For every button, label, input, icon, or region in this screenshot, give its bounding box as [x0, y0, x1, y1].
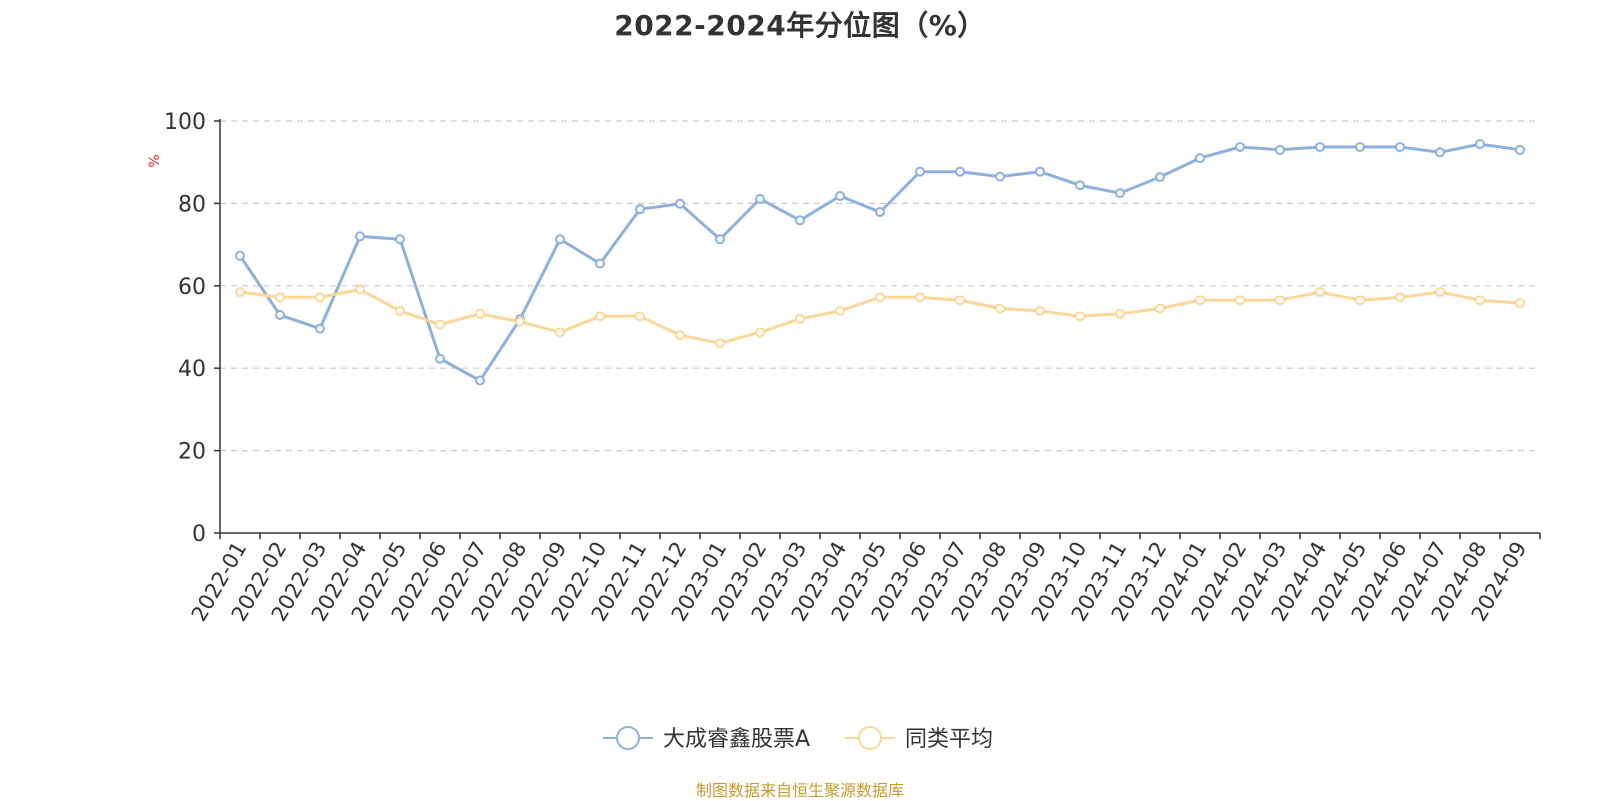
- data-point[interactable]: [1315, 141, 1325, 152]
- data-point[interactable]: [1155, 303, 1165, 314]
- data-point[interactable]: [755, 327, 765, 338]
- data-point[interactable]: [835, 190, 845, 201]
- data-point[interactable]: [1115, 308, 1125, 319]
- data-point[interactable]: [1395, 141, 1405, 152]
- data-point[interactable]: [595, 311, 605, 322]
- data-point[interactable]: [675, 330, 685, 341]
- data-point[interactable]: [995, 171, 1005, 182]
- data-point[interactable]: [955, 295, 965, 306]
- data-point[interactable]: [915, 166, 925, 177]
- data-point[interactable]: [275, 292, 285, 303]
- data-point[interactable]: [915, 292, 925, 303]
- data-point[interactable]: [1195, 295, 1205, 306]
- data-point[interactable]: [395, 234, 405, 245]
- y-tick-label: 60: [178, 275, 206, 300]
- data-point[interactable]: [355, 284, 365, 295]
- data-point[interactable]: [1115, 188, 1125, 199]
- data-point[interactable]: [1475, 295, 1485, 306]
- data-point[interactable]: [1035, 166, 1045, 177]
- data-point[interactable]: [475, 375, 485, 386]
- y-tick-label: 80: [178, 192, 206, 217]
- data-point[interactable]: [475, 308, 485, 319]
- data-point[interactable]: [635, 311, 645, 322]
- data-point[interactable]: [715, 338, 725, 349]
- y-tick-label: 20: [178, 440, 206, 465]
- series-lines: [235, 139, 1525, 386]
- data-point[interactable]: [875, 292, 885, 303]
- data-point[interactable]: [315, 323, 325, 334]
- data-point[interactable]: [995, 303, 1005, 314]
- data-point[interactable]: [755, 193, 765, 204]
- data-point[interactable]: [1315, 286, 1325, 297]
- data-point[interactable]: [555, 327, 565, 338]
- data-point[interactable]: [795, 215, 805, 226]
- data-point[interactable]: [555, 234, 565, 245]
- y-axis-label: %: [147, 154, 163, 167]
- data-point[interactable]: [1235, 295, 1245, 306]
- data-point[interactable]: [395, 305, 405, 316]
- data-point[interactable]: [1515, 144, 1525, 155]
- data-point[interactable]: [1515, 298, 1525, 309]
- legend-item[interactable]: 同类平均: [845, 726, 993, 752]
- data-point[interactable]: [275, 310, 285, 321]
- data-point[interactable]: [835, 305, 845, 316]
- data-point[interactable]: [1435, 286, 1445, 297]
- data-point[interactable]: [1195, 153, 1205, 164]
- data-point[interactable]: [435, 319, 445, 330]
- data-point[interactable]: [635, 204, 645, 215]
- y-tick-label: 0: [192, 522, 206, 547]
- y-tick-label: 40: [178, 357, 206, 382]
- legend-marker: [858, 726, 882, 750]
- data-point[interactable]: [715, 234, 725, 245]
- data-point[interactable]: [235, 250, 245, 261]
- source-note: 制图数据来自恒生聚源数据库: [695, 781, 904, 800]
- data-point[interactable]: [435, 353, 445, 364]
- series-line: [238, 142, 1521, 383]
- data-point[interactable]: [1235, 141, 1245, 152]
- data-point[interactable]: [1075, 180, 1085, 191]
- data-point[interactable]: [1395, 292, 1405, 303]
- data-point[interactable]: [595, 258, 605, 269]
- data-point[interactable]: [675, 198, 685, 209]
- data-point[interactable]: [1355, 295, 1365, 306]
- legend: 大成睿鑫股票A 同类平均: [603, 726, 993, 752]
- data-point[interactable]: [1275, 144, 1285, 155]
- y-tick-label: 100: [164, 110, 206, 135]
- grid-lines: [220, 120, 1540, 452]
- data-point[interactable]: [1435, 147, 1445, 158]
- data-point[interactable]: [875, 207, 885, 218]
- legend-marker: [616, 726, 640, 750]
- data-point[interactable]: [1155, 172, 1165, 183]
- data-point[interactable]: [1075, 311, 1085, 322]
- data-point[interactable]: [1035, 305, 1045, 316]
- legend-label: 同类平均: [905, 727, 993, 752]
- data-point[interactable]: [515, 316, 525, 327]
- data-point[interactable]: [1475, 139, 1485, 150]
- chart-title: 2022-2024年分位图（%）: [614, 9, 986, 42]
- legend-label: 大成睿鑫股票A: [663, 727, 810, 752]
- data-point[interactable]: [955, 166, 965, 177]
- data-point[interactable]: [1355, 141, 1365, 152]
- legend-item[interactable]: 大成睿鑫股票A: [603, 726, 810, 752]
- data-point[interactable]: [355, 231, 365, 242]
- data-point[interactable]: [795, 313, 805, 324]
- data-point[interactable]: [235, 286, 245, 297]
- data-point[interactable]: [1275, 295, 1285, 306]
- data-point[interactable]: [315, 292, 325, 303]
